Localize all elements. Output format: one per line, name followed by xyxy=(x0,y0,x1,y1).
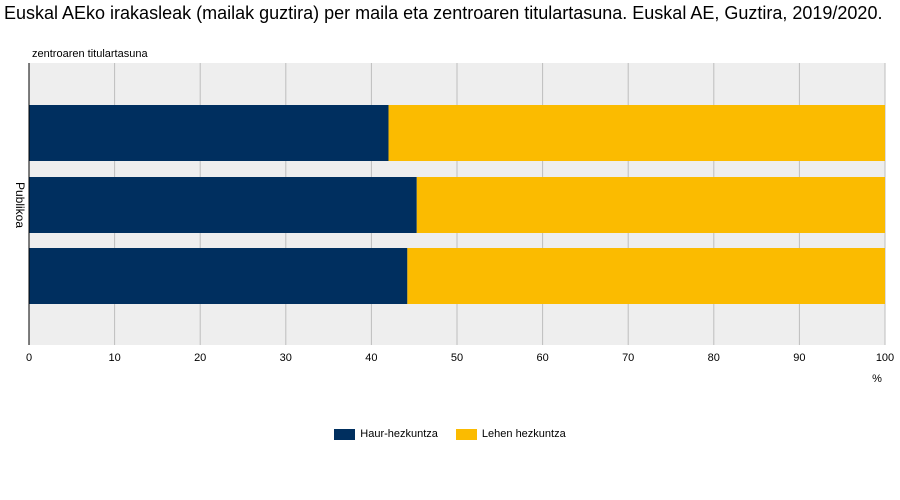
legend: Haur-hezkuntza Lehen hezkuntza xyxy=(0,428,900,440)
legend-label: Lehen hezkuntza xyxy=(481,428,566,440)
x-tick-label: 100 xyxy=(876,352,894,364)
chart-title: Euskal AEko irakasleak (mailak guztira) … xyxy=(4,3,883,23)
x-tick-label: 90 xyxy=(793,352,805,364)
x-tick-label: 20 xyxy=(194,352,206,364)
x-tick-label: 0 xyxy=(26,352,32,364)
x-tick-label: 40 xyxy=(365,352,377,364)
bars xyxy=(29,105,885,304)
legend-item-lehen-hezkuntza: Lehen hezkuntza xyxy=(455,428,566,440)
legend-label: Haur-hezkuntza xyxy=(360,428,438,440)
bar-segment-lehen-hezkuntza xyxy=(416,177,885,233)
legend-swatch xyxy=(455,428,477,440)
y-axis-title: zentroaren titulartasuna xyxy=(32,48,148,60)
x-tick-label: 30 xyxy=(280,352,292,364)
legend-swatch xyxy=(334,428,356,440)
x-tick-label: 70 xyxy=(622,352,634,364)
bar-segment-lehen-hezkuntza xyxy=(388,105,885,161)
bar-segment-haur-hezkuntza xyxy=(29,105,389,161)
x-tick-label: 80 xyxy=(708,352,720,364)
bar-segment-lehen-hezkuntza xyxy=(407,248,885,304)
axes: 0 10 20 30 40 50 60 70 80 90 100 xyxy=(26,63,894,364)
y-category-label: Publikoa xyxy=(13,182,27,228)
bar-segment-haur-hezkuntza xyxy=(29,248,408,304)
legend-item-haur-hezkuntza: Haur-hezkuntza xyxy=(334,428,438,440)
x-tick-label: 10 xyxy=(108,352,120,364)
x-unit-label: % xyxy=(872,373,882,385)
x-tick-label: 60 xyxy=(536,352,548,364)
x-tick-label: 50 xyxy=(451,352,463,364)
bar-segment-haur-hezkuntza xyxy=(29,177,417,233)
